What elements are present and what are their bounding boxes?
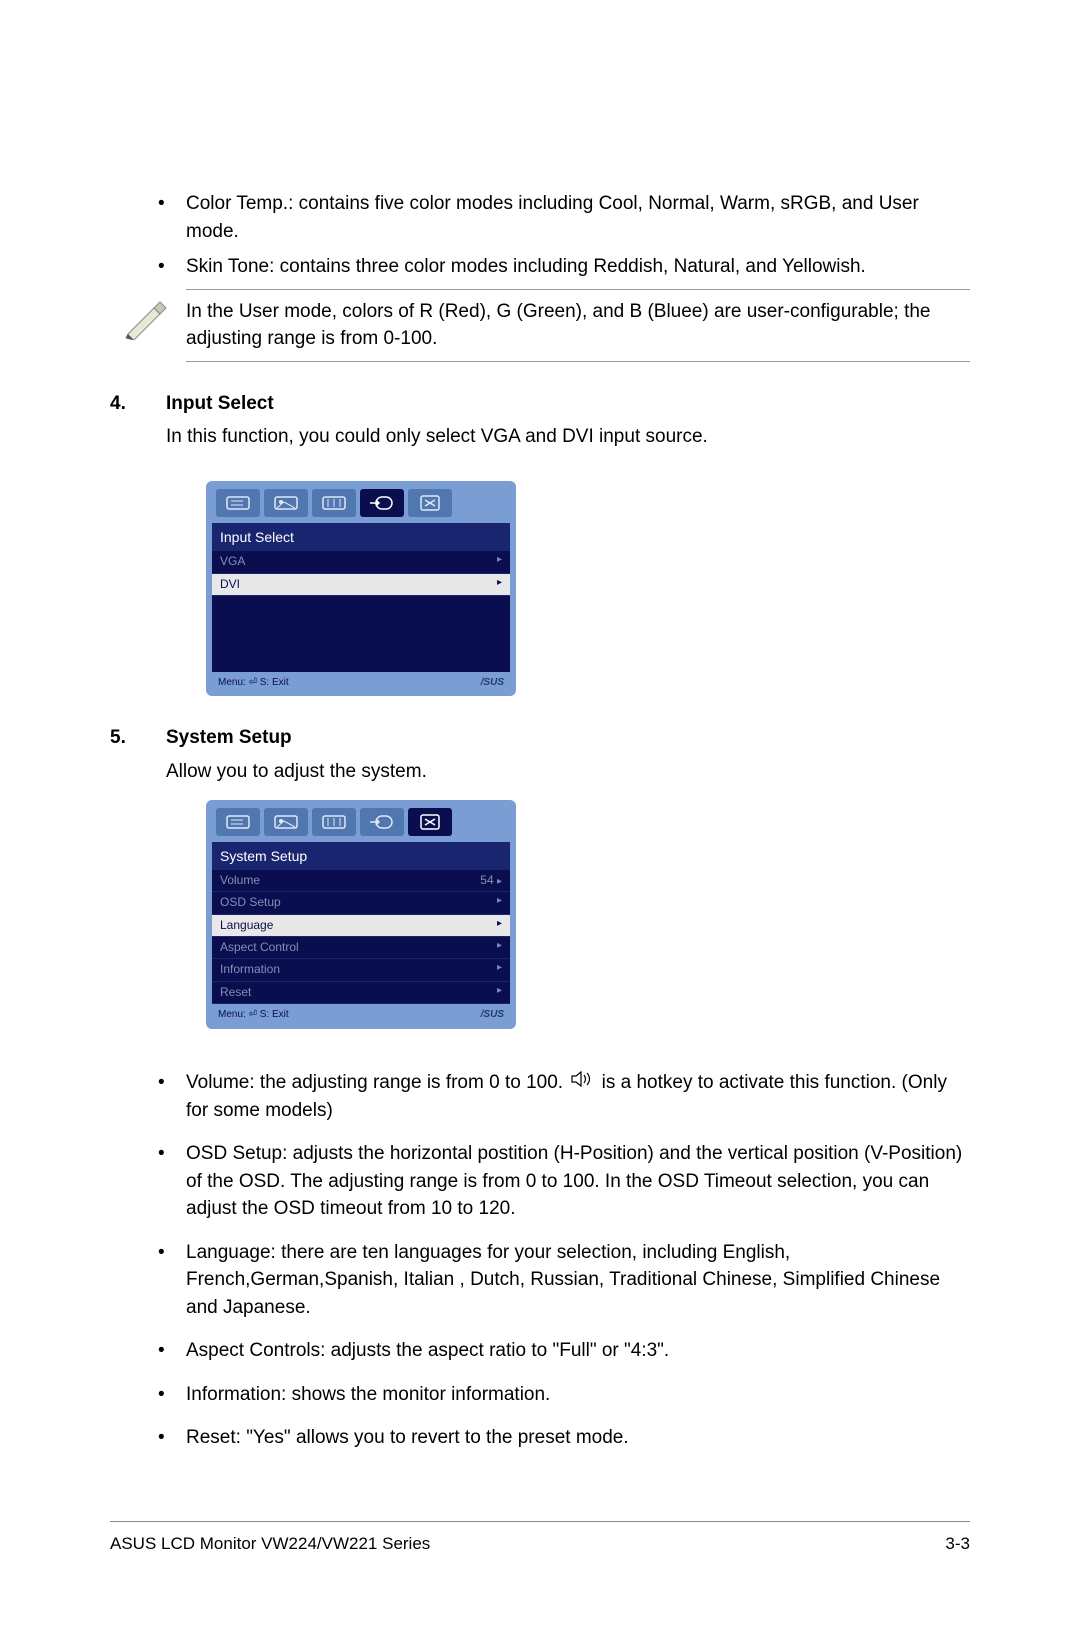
osd-item-label: Language: [220, 917, 273, 934]
osd-tab-icon: [312, 489, 356, 517]
section-title: System Setup: [166, 724, 292, 752]
chevron-right-icon: ▸: [497, 553, 502, 570]
osd-system-setup: System SetupVolume54 ▸OSD Setup▸Language…: [206, 800, 516, 1029]
bullet-item: •Aspect Controls: adjusts the aspect rat…: [110, 1337, 970, 1365]
note-text: In the User mode, colors of R (Red), G (…: [186, 296, 970, 353]
osd-footer-left: Menu: ⏎ S: Exit: [218, 676, 289, 691]
asus-brand-icon: /SUS: [481, 676, 504, 691]
osd-tab-icon: [408, 808, 452, 836]
osd-menu-item: DVI ▸: [212, 574, 510, 596]
osd-tab-icon: [264, 808, 308, 836]
footer-left: ASUS LCD Monitor VW224/VW221 Series: [110, 1532, 430, 1557]
osd-item-value: 54 ▸: [480, 872, 502, 890]
section-number: 4.: [110, 390, 166, 418]
bullet-text: Reset: "Yes" allows you to revert to the…: [186, 1424, 970, 1452]
osd-menu-item: Language ▸: [212, 915, 510, 937]
osd-body: VGA ▸ DVI ▸: [212, 551, 510, 672]
osd-tab-icon: [408, 489, 452, 517]
footer-right: 3-3: [945, 1532, 970, 1557]
section-number: 5.: [110, 724, 166, 752]
bullet-text: Skin Tone: contains three color modes in…: [186, 253, 970, 281]
osd-input-select: Input Select VGA ▸ DVI ▸ Menu: ⏎ S: Exit/SUS: [206, 481, 516, 697]
pencil-note-icon: [110, 296, 186, 349]
bullet-text: Aspect Controls: adjusts the aspect rati…: [186, 1337, 970, 1365]
bullet-item: •Language: there are ten languages for y…: [110, 1239, 970, 1322]
osd-header: System Setup: [212, 842, 510, 870]
osd-body: Volume54 ▸OSD Setup▸Language▸Aspect Cont…: [212, 870, 510, 1004]
chevron-right-icon: ▸: [497, 894, 502, 911]
osd-item-label: Reset: [220, 984, 251, 1001]
osd-footer: Menu: ⏎ S: Exit/SUS: [212, 1004, 510, 1025]
bullet-item: •OSD Setup: adjusts the horizontal posti…: [110, 1140, 970, 1223]
osd-tabs: [212, 487, 510, 523]
bullet-item: •Information: shows the monitor informat…: [110, 1381, 970, 1409]
section-body: Allow you to adjust the system.: [166, 758, 970, 786]
osd-item-label: DVI: [220, 576, 240, 593]
bullet-marker: •: [110, 1337, 186, 1365]
divider: [186, 289, 970, 290]
bullet-item: •Reset: "Yes" allows you to revert to th…: [110, 1424, 970, 1452]
bullet-item: • Skin Tone: contains three color modes …: [110, 253, 970, 281]
chevron-right-icon: ▸: [497, 576, 502, 593]
osd-menu-item: VGA ▸: [212, 551, 510, 573]
bullet-marker: •: [110, 1424, 186, 1452]
asus-brand-icon: /SUS: [481, 1008, 504, 1023]
chevron-right-icon: ▸: [497, 939, 502, 956]
osd-menu-item: Reset ▸: [212, 982, 510, 1004]
osd-menu-item: Volume 54 ▸: [212, 870, 510, 893]
bullet-marker: •: [110, 1239, 186, 1322]
osd-footer-left: Menu: ⏎ S: Exit: [218, 1008, 289, 1023]
bullet-marker: •: [110, 1381, 186, 1409]
speaker-icon: [570, 1069, 594, 1097]
bullet-item: •Volume: the adjusting range is from 0 t…: [110, 1069, 970, 1124]
chevron-right-icon: ▸: [497, 917, 502, 934]
bullet-text: Language: there are ten languages for yo…: [186, 1239, 970, 1322]
osd-item-label: Information: [220, 961, 280, 978]
bullet-text: OSD Setup: adjusts the horizontal postit…: [186, 1140, 970, 1223]
note-block: In the User mode, colors of R (Red), G (…: [110, 296, 970, 353]
chevron-right-icon: ▸: [497, 961, 502, 978]
bullet-marker: •: [110, 190, 186, 245]
bottom-bullet-list: •Volume: the adjusting range is from 0 t…: [110, 1069, 970, 1452]
osd-tabs: [212, 806, 510, 842]
section-heading: 4. Input Select: [110, 390, 970, 418]
bullet-marker: •: [110, 1069, 186, 1124]
bullet-text: Information: shows the monitor informati…: [186, 1381, 970, 1409]
bullet-item: • Color Temp.: contains five color modes…: [110, 190, 970, 245]
osd-tab-icon: [264, 489, 308, 517]
osd-item-label: VGA: [220, 553, 245, 570]
bullet-marker: •: [110, 253, 186, 281]
section-body: In this function, you could only select …: [166, 423, 970, 451]
osd-menu-item: OSD Setup ▸: [212, 892, 510, 914]
osd-tab-icon: [216, 808, 260, 836]
bullet-text: Volume: the adjusting range is from 0 to…: [186, 1069, 970, 1124]
osd-tab-icon: [360, 808, 404, 836]
osd-menu-item: Aspect Control ▸: [212, 937, 510, 959]
osd-tab-icon: [312, 808, 356, 836]
divider: [186, 361, 970, 362]
osd-header: Input Select: [212, 523, 510, 551]
osd-tab-icon: [216, 489, 260, 517]
bullet-text: Color Temp.: contains five color modes i…: [186, 190, 970, 245]
section-heading: 5. System Setup: [110, 724, 970, 752]
chevron-right-icon: ▸: [497, 984, 502, 1001]
osd-footer: Menu: ⏎ S: Exit/SUS: [212, 672, 510, 693]
osd-menu-item: Information ▸: [212, 959, 510, 981]
osd-empty-area: [212, 596, 510, 672]
osd-item-label: Aspect Control: [220, 939, 299, 956]
osd-item-label: OSD Setup: [220, 894, 281, 911]
page-footer: ASUS LCD Monitor VW224/VW221 Series 3-3: [110, 1521, 970, 1557]
osd-item-label: Volume: [220, 872, 260, 890]
bullet-marker: •: [110, 1140, 186, 1223]
osd-tab-icon: [360, 489, 404, 517]
section-title: Input Select: [166, 390, 274, 418]
